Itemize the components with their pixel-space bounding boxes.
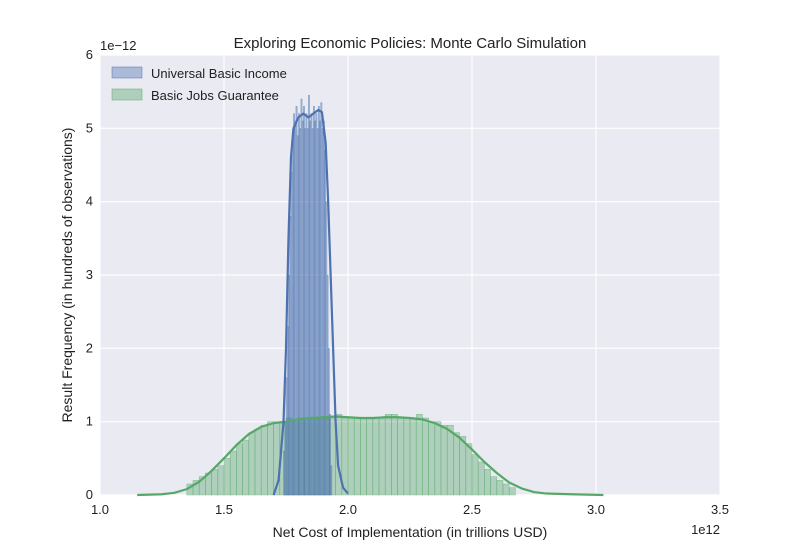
- histogram-bar: [353, 417, 361, 496]
- histogram-ubi: [283, 95, 333, 496]
- histogram-bar: [397, 417, 405, 496]
- histogram-bjg: [186, 414, 516, 496]
- histogram-bar: [409, 417, 417, 496]
- y-axis-ticks: 0 1 2 3 4 5 6: [86, 47, 93, 502]
- x-tick-label: 1.0: [91, 502, 109, 517]
- histogram-bar: [384, 414, 392, 496]
- legend-label-bjg: Basic Jobs Guarantee: [151, 88, 279, 103]
- histogram-bar: [242, 439, 250, 496]
- kde-line-bjg: [137, 415, 604, 497]
- histogram-bar: [267, 421, 274, 496]
- x-offset-label: 1e12: [691, 522, 720, 537]
- y-tick-label: 6: [86, 47, 93, 62]
- y-tick-label: 3: [86, 267, 93, 282]
- y-offset-label: 1e−12: [100, 38, 137, 53]
- y-tick-label: 4: [86, 194, 93, 209]
- histogram-bar: [403, 417, 411, 496]
- histogram-bar: [211, 469, 219, 496]
- chart-title: Exploring Economic Policies: Monte Carlo…: [234, 35, 587, 52]
- x-tick-label: 1.5: [215, 502, 233, 517]
- histogram-bar: [446, 425, 454, 496]
- legend: Universal Basic Income Basic Jobs Guaran…: [111, 66, 287, 103]
- y-tick-label: 2: [86, 340, 93, 355]
- histogram-bar: [260, 425, 268, 496]
- histogram-bar: [254, 428, 262, 496]
- histogram-bar: [330, 465, 333, 496]
- histogram-bar: [496, 480, 504, 496]
- histogram-bar: [229, 450, 237, 496]
- histogram-bar: [329, 414, 331, 496]
- histogram-bar: [236, 443, 243, 496]
- kde-line-ubi: [272, 108, 349, 496]
- y-tick-label: 0: [86, 487, 93, 502]
- y-tick-label: 1: [86, 414, 93, 429]
- histogram-bar: [428, 421, 436, 496]
- histogram-bar: [459, 436, 467, 496]
- histogram-bar: [477, 461, 485, 496]
- legend-label-ubi: Universal Basic Income: [151, 66, 287, 81]
- histogram-bar: [378, 417, 386, 496]
- histogram-bar: [360, 417, 367, 496]
- histogram-bar: [415, 414, 423, 496]
- histogram-bar: [440, 425, 448, 496]
- histogram-bar: [366, 417, 374, 496]
- y-tick-label: 5: [86, 120, 93, 135]
- histogram-bar: [422, 417, 429, 496]
- y-axis-label: Result Frequency (in hundreds of observa…: [59, 128, 75, 423]
- histogram-bar: [347, 417, 355, 496]
- x-tick-label: 2.0: [339, 502, 357, 517]
- histogram-bar: [471, 454, 479, 496]
- grid: [99, 54, 721, 496]
- legend-swatch-ubi: [111, 66, 143, 79]
- histogram-bar: [391, 414, 398, 496]
- x-axis-label: Net Cost of Implementation (in trillions…: [273, 524, 548, 540]
- series-layer: [137, 95, 604, 497]
- histogram-bar: [465, 443, 473, 496]
- histogram-bar: [490, 476, 498, 496]
- histogram-bar: [217, 465, 225, 496]
- histogram-bar: [248, 432, 256, 496]
- histogram-bar: [508, 487, 516, 496]
- histogram-bar: [502, 483, 510, 496]
- histogram-bar: [484, 469, 491, 496]
- histogram-bar: [223, 458, 231, 496]
- legend-swatch-bjg: [111, 88, 143, 101]
- x-tick-label: 2.5: [463, 502, 481, 517]
- histogram-bar: [434, 421, 442, 496]
- x-tick-label: 3.0: [587, 502, 605, 517]
- x-axis-ticks: 1.0 1.5 2.0 2.5 3.0 3.5: [91, 502, 729, 517]
- histogram-bar: [372, 417, 380, 496]
- x-tick-label: 3.5: [711, 502, 729, 517]
- histogram-bar: [453, 432, 460, 496]
